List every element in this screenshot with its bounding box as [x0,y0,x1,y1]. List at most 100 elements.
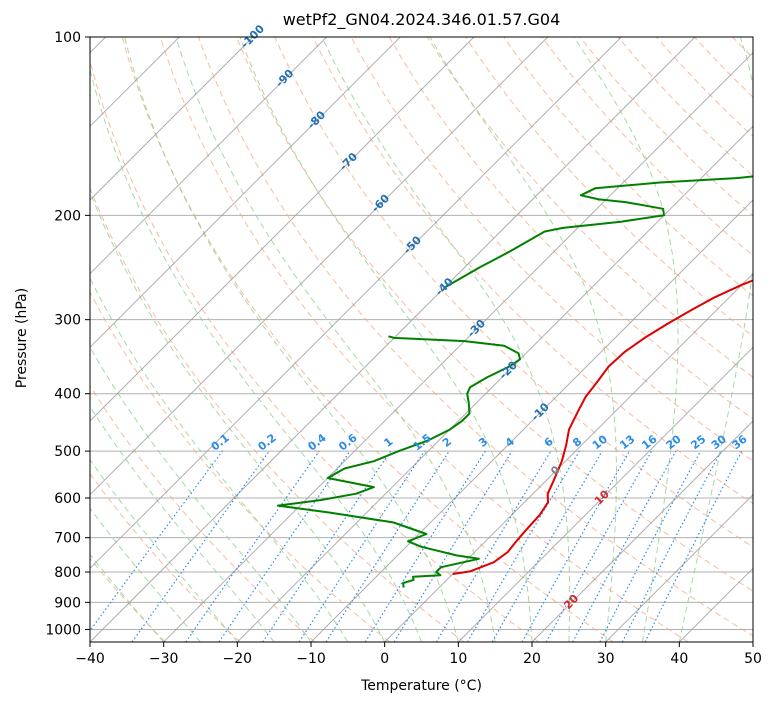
mixing-ratio-label: 25 [688,433,708,453]
mixing-ratio-line [325,450,450,642]
moist-adiabat [429,37,617,642]
isotherm-line [90,37,622,570]
y-tick-label: 800 [54,565,81,581]
isotherm-line [90,37,328,275]
mixing-ratio-label: 13 [617,433,637,453]
mixing-ratio-label: 10 [590,432,610,452]
isotherm-line [236,125,753,642]
x-tick-label: 40 [670,651,688,667]
dry-adiabat [159,37,689,642]
moist-adiabat [124,37,459,642]
isotherm-label: 10 [592,487,612,507]
x-tick-label: 50 [744,651,762,667]
y-tick-label: 200 [54,208,81,224]
dry-adiabat [541,37,753,257]
mixing-ratio-label: 30 [709,432,729,452]
mixing-ratio-label: 3 [476,435,490,450]
moist-adiabat [90,346,312,642]
dry-adiabat [0,37,16,642]
moist-adiabat [90,190,386,642]
moist-adiabat [573,37,679,642]
mixing-ratio-label: 1 [382,435,396,450]
mixing-ratio-label: 2 [440,435,454,450]
x-tick-label: 10 [449,651,467,667]
mixing-ratio-line [218,450,351,642]
mixing-ratio-line [572,450,677,642]
axes: −40 −30 −20 −10 0 10 20 30 40 50 100 200 300 400 500 60… [45,30,762,667]
x-tick-label: 0 [380,651,389,667]
dry-adiabat [771,37,775,642]
moist-adiabat [678,37,753,642]
mixing-ratio-label: 16 [639,432,659,452]
isotherm-line [605,493,753,642]
dry-adiabat [312,37,753,505]
mixing-ratio-line [364,450,486,642]
isotherm-line [90,37,401,349]
dry-adiabat [656,37,753,138]
moist-adiabat [90,458,238,642]
dry-adiabat [465,37,753,337]
moist-adiabat [239,37,533,642]
isotherm-line [90,37,549,496]
isotherm-line [90,37,254,201]
dewpoint-upper-line [443,175,753,289]
x-tick-label: 30 [597,651,615,667]
mixing-ratio-line [185,450,320,642]
y-tick-label: 500 [54,444,81,460]
isotherm-line [310,199,753,642]
mixing-ratio-label: 36 [730,432,750,452]
moist-adiabat [90,67,422,642]
background-lines [0,37,775,642]
temperature-line [452,279,753,575]
mixing-ratio-line [90,450,223,632]
mixing-ratio-line [599,450,702,642]
isotherm-line [678,567,753,642]
dewpoint-line [276,335,521,588]
dry-adiabat [274,37,753,548]
moist-adiabat [321,37,571,642]
dry-adiabat [121,37,614,642]
mixing-ratio-label: 0.4 [305,431,329,453]
plot-frame [89,36,754,643]
y-tick-label: 400 [54,387,81,403]
x-tick-label: −30 [149,651,179,667]
isotherm-line [752,641,753,642]
isotherm-line [531,420,753,642]
mixing-ratio-line [521,450,631,642]
x-tick-label: −40 [75,651,105,667]
dry-adiabat [388,37,753,420]
x-tick-label: −10 [296,651,326,667]
mixing-ratio-line [466,450,580,642]
series-lines [276,175,753,588]
dry-adiabat [426,37,753,378]
isotherm-line [0,37,32,642]
moist-adiabat [90,277,349,642]
isoline-labels: 0.1 0.2 0.4 0.6 1 1.5 2 3 4 6 8 10 13 16 20 25 30 36-100-… [209,22,750,612]
dry-adiabat [732,37,753,59]
dry-adiabat [694,37,753,98]
isotherm-line [384,272,753,642]
mixing-ratio-line [131,450,270,642]
y-tick-label: 900 [54,595,81,611]
mixing-ratio-line [545,450,653,642]
moist-adiabat [90,507,201,642]
dry-adiabat [90,384,316,642]
mixing-ratio-line [435,450,552,642]
mixing-ratio-label: 0.2 [255,431,278,453]
dry-adiabat [90,557,166,642]
chart-title: wetPf2_GN04.2024.346.01.57.G04 [282,10,561,29]
dry-adiabat [90,186,465,642]
mixing-ratio-label: 8 [570,435,584,450]
mixing-ratio-line [621,450,722,642]
isotherm-label: -80 [305,108,328,131]
x-tick-label: −20 [223,651,253,667]
dry-adiabat [90,640,91,642]
isotherm-line [163,51,753,642]
mixing-ratio-label: 20 [664,432,684,452]
isotherm-label: -50 [401,233,424,256]
isotherm-line [90,37,696,642]
dry-adiabat [617,37,753,177]
dry-adiabat [90,291,390,642]
